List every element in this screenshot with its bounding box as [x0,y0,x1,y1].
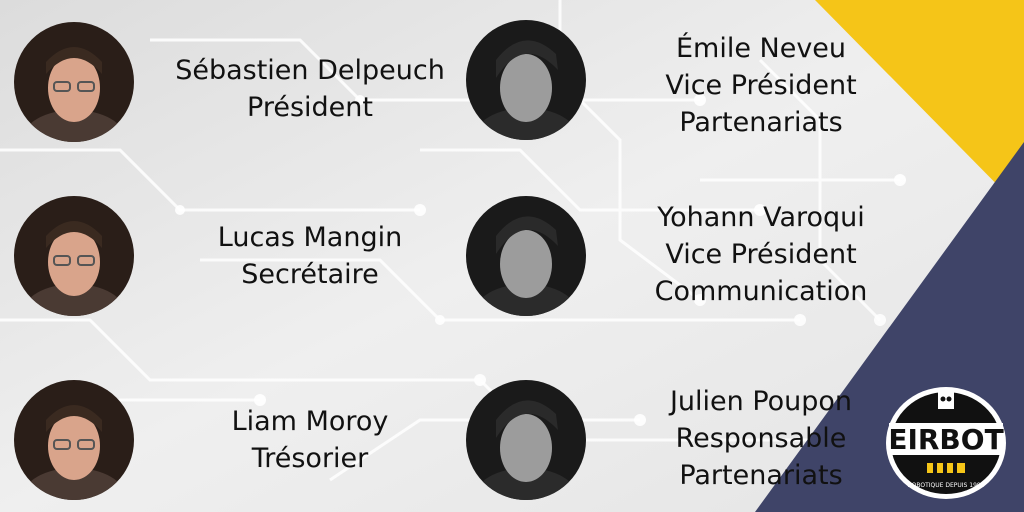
member-name: Lucas Mangin [217,222,403,253]
member-caption-lucas: Lucas Mangin Secrétaire [160,219,460,293]
avatar-julien [466,380,586,500]
avatar-sebastien [14,22,134,142]
avatar-emile [466,20,586,140]
member-name: Sébastien Delpeuch [175,55,445,86]
member-name: Yohann Varoqui [657,202,865,233]
member-role: Secrétaire [241,259,379,290]
member-name: Émile Neveu [675,33,847,64]
member-role: Vice Président [665,70,857,101]
member-caption-sebastien: Sébastien Delpeuch Président [160,52,460,126]
member-role: Trésorier [251,443,369,474]
avatar-liam [14,380,134,500]
member-role: Président [247,92,373,123]
avatar-yohann [466,196,586,316]
logo-tagline: ROBOTIQUE DEPUIS 1993 [907,482,984,489]
member-role: Partenariats [679,107,843,138]
member-caption-yohann: Yohann Varoqui Vice Président Communicat… [616,199,906,310]
member-role: Partenariats [679,460,843,491]
member-caption-emile: Émile Neveu Vice Président Partenariats [616,30,906,141]
member-name: Julien Poupon [669,386,853,417]
avatar-lucas [14,196,134,316]
member-name: Liam Moroy [231,406,389,437]
eirbot-logo: EIRBOT ROBOTIQUE DEPUIS 1993 [886,387,1006,499]
logo-text: EIRBOT [888,423,1003,456]
robot-icon [938,391,954,409]
member-caption-liam: Liam Moroy Trésorier [160,403,460,477]
member-role: Communication [654,276,868,307]
member-caption-julien: Julien Poupon Responsable Partenariats [616,383,906,494]
member-role: Vice Président [665,239,857,270]
yellow-corner-triangle [815,0,1024,212]
member-role: Responsable [675,423,847,454]
